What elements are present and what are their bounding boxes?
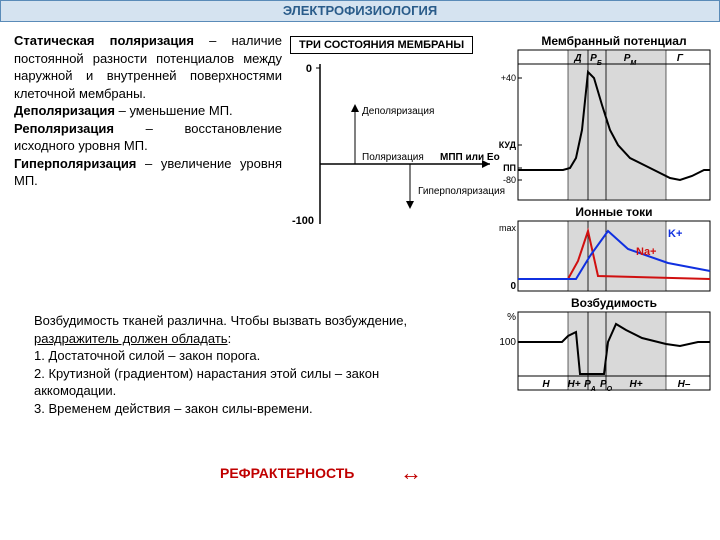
page-title-bar: ЭЛЕКТРОФИЗИОЛОГИЯ	[0, 0, 720, 22]
svg-text:Н–: Н–	[678, 379, 691, 390]
svg-text:Н+: Н+	[567, 379, 580, 390]
item2-text: Крутизной (градиентом) нарастания этой с…	[34, 366, 379, 399]
excit-panel-svg: %100НН+РАРОН+Н–	[518, 312, 710, 390]
svg-text:КУД: КУД	[499, 140, 517, 150]
svg-text:Д: Д	[573, 53, 581, 64]
svg-text:0: 0	[510, 281, 516, 292]
membrane-states-schematic: ТРИ СОСТОЯНИЯ МЕМБРАНЫ 0 -100 Деполяризаци…	[290, 36, 510, 236]
excit-panel-title: Возбудимость	[518, 296, 710, 310]
svg-text:0: 0	[306, 63, 312, 75]
svg-text:100: 100	[499, 337, 516, 348]
svg-text:-80: -80	[503, 175, 516, 185]
item3-num: 3.	[34, 401, 48, 416]
excitability-lead: Возбудимость тканей различна.	[34, 313, 230, 328]
svg-text:ПП: ПП	[503, 163, 516, 173]
svg-text:K+: K+	[668, 228, 682, 240]
term-hyperpolarization: Гиперполяризация	[14, 156, 136, 171]
svg-text:Н+: Н+	[629, 379, 642, 390]
term-depolarization: Деполяризация	[14, 103, 115, 118]
svg-text:Поляризация: Поляризация	[362, 152, 424, 163]
page-title: ЭЛЕКТРОФИЗИОЛОГИЯ	[283, 3, 437, 18]
stimulus-phrase-underlined: раздражитель должен обладать	[34, 331, 228, 346]
svg-text:Гиперполяризация: Гиперполяризация	[418, 186, 505, 197]
stimulus-requirements-block: Возбудимость тканей различна. Чтобы вызв…	[34, 312, 464, 417]
svg-text:max: max	[499, 223, 517, 233]
membrane-panel-svg: мВДРБРМГ+40КУДПП-80	[518, 50, 710, 200]
definitions-block: Статическая поляризация – наличие постоя…	[14, 32, 282, 190]
term-repolarization: Реполяризация	[14, 121, 114, 136]
stimulus-phrase-2: :	[228, 331, 232, 346]
svg-text:%: %	[507, 312, 516, 323]
svg-text:Н: Н	[542, 379, 550, 390]
svg-text:Na+: Na+	[636, 246, 657, 258]
item1-num: 1.	[34, 348, 48, 363]
svg-text:+40: +40	[501, 73, 516, 83]
schematic-svg: 0 -100 Деполяризация Поляризация МПП или Eo Г…	[290, 54, 510, 234]
term-static-polarization: Статическая поляризация	[14, 33, 194, 48]
item2-num: 2.	[34, 366, 48, 381]
ion-panel-svg: max0K+Na+	[518, 221, 710, 291]
double-arrow-icon: ↔	[400, 460, 422, 486]
svg-text:-100: -100	[292, 215, 314, 227]
def-depolarization: – уменьшение МП.	[115, 103, 233, 118]
stimulus-phrase-1: Чтобы вызвать возбуждение,	[230, 313, 407, 328]
refractoriness-label: РЕФРАКТЕРНОСТЬ	[220, 465, 354, 481]
ion-panel-title: Ионные токи	[518, 205, 710, 219]
svg-text:МПП или Eo: МПП или Eo	[440, 152, 500, 163]
schematic-title: ТРИ СОСТОЯНИЯ МЕМБРАНЫ	[290, 36, 473, 54]
item3-text: Временем действия – закон силы-времени.	[48, 401, 312, 416]
svg-text:Г: Г	[677, 53, 684, 64]
membrane-panel-title: Мембранный потенциал	[518, 34, 710, 48]
svg-text:Деполяризация: Деполяризация	[362, 106, 434, 117]
item1-text: Достаточной силой – закон порога.	[48, 348, 260, 363]
right-panels: Мембранный потенциал мВДРБРМГ+40КУДПП-80…	[518, 32, 710, 393]
